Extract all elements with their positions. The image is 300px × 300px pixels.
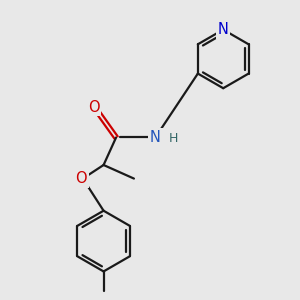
Text: O: O	[75, 171, 87, 186]
Text: H: H	[169, 132, 178, 146]
Text: N: N	[150, 130, 161, 145]
Text: N: N	[218, 22, 229, 37]
Text: O: O	[88, 100, 99, 115]
